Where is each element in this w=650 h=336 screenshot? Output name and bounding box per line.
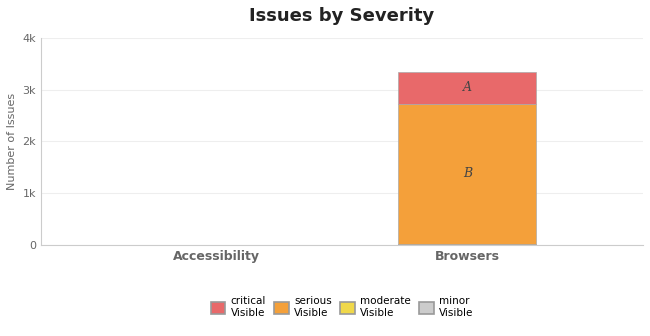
Y-axis label: Number of Issues: Number of Issues (7, 93, 17, 190)
Text: B: B (463, 167, 472, 180)
Title: Issues by Severity: Issues by Severity (250, 7, 435, 25)
Bar (398, 72, 536, 103)
Bar (398, 244, 536, 245)
Text: A: A (463, 82, 472, 94)
Bar (398, 103, 536, 244)
Legend: critical
Visible, serious
Visible, moderate
Visible, minor
Visible: critical Visible, serious Visible, moder… (211, 296, 473, 318)
